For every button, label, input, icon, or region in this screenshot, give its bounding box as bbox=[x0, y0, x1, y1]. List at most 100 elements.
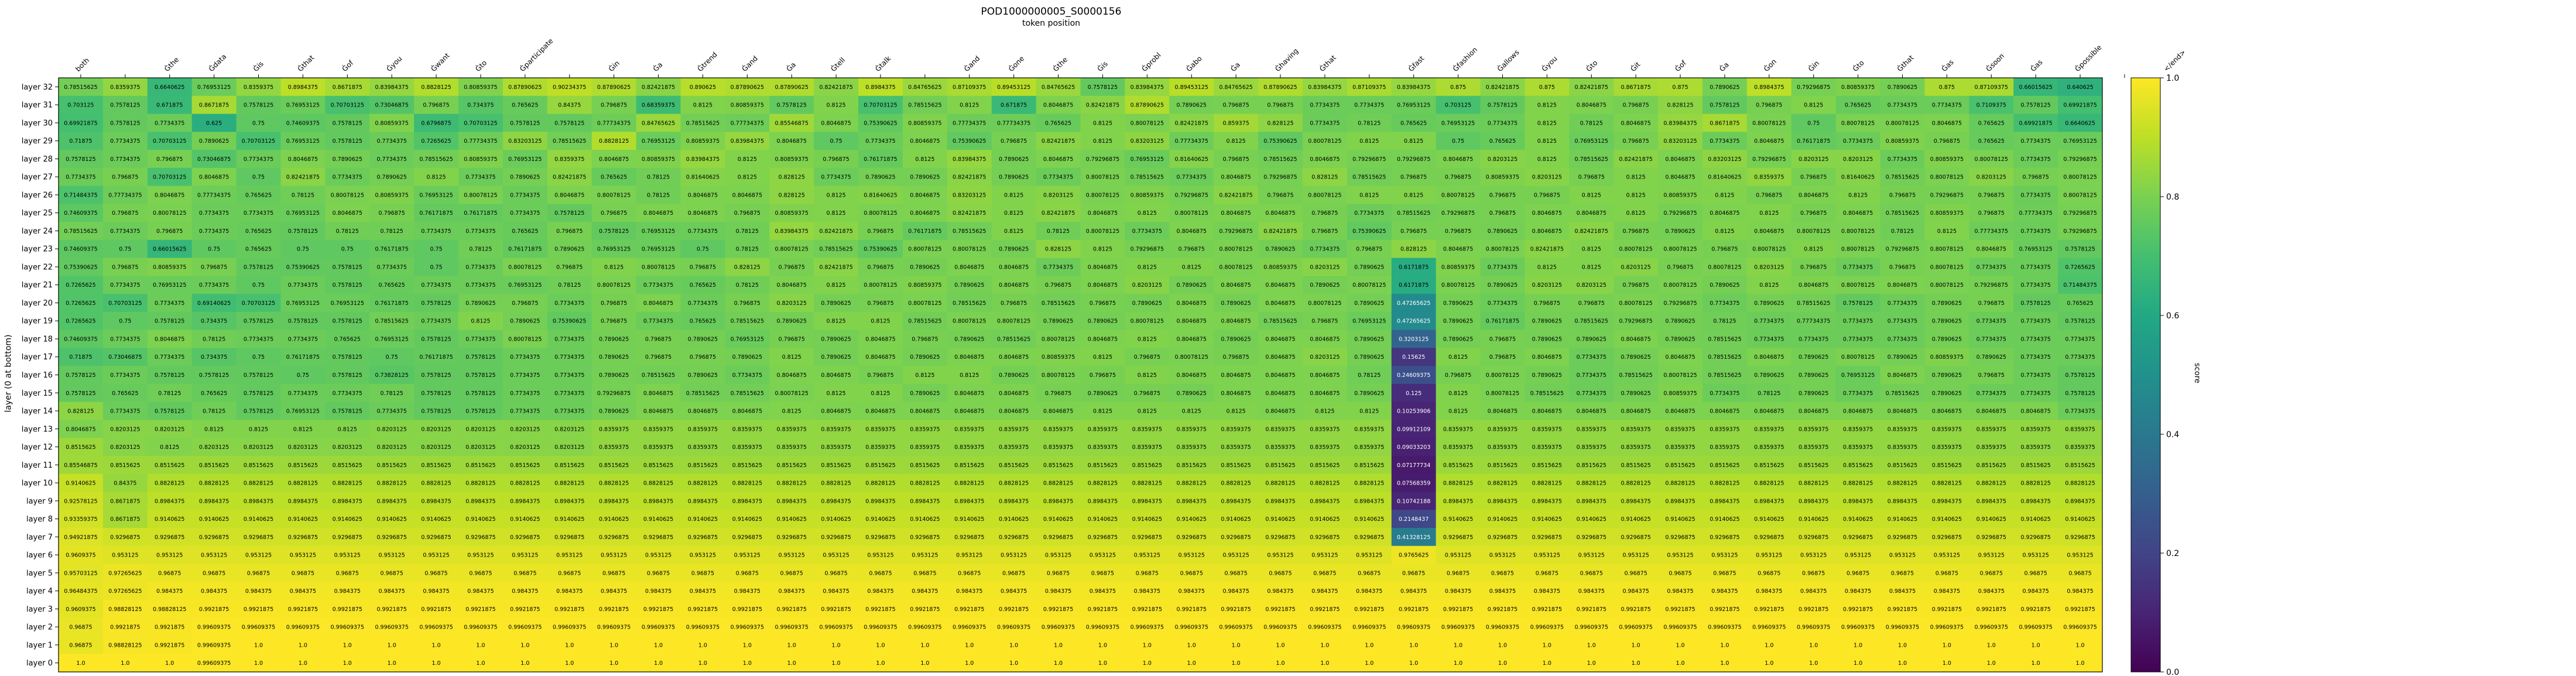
heatmap-cell bbox=[636, 150, 681, 169]
cell-value-label: 0.8984375 bbox=[1532, 498, 1562, 505]
cell-value-label: 0.9296875 bbox=[1843, 534, 1873, 541]
heatmap-cell bbox=[947, 114, 992, 132]
cell-value-label: 0.8046875 bbox=[865, 409, 895, 415]
heatmap-cell bbox=[1791, 294, 1837, 313]
cell-value-label: 0.82421875 bbox=[1175, 120, 1208, 126]
cell-value-label: 0.8984375 bbox=[732, 498, 762, 505]
cell-value-label: 0.6640625 bbox=[2065, 120, 2095, 126]
cell-value-label: 0.80078125 bbox=[1219, 246, 1252, 253]
heatmap-cell bbox=[591, 402, 637, 420]
heatmap-cell bbox=[1302, 222, 1348, 241]
cell-value-label: 0.8359375 bbox=[1710, 444, 1739, 451]
heatmap-cell bbox=[902, 258, 948, 276]
heatmap-cell bbox=[2058, 114, 2103, 132]
cell-value-label: 0.82421875 bbox=[819, 264, 852, 270]
cell-value-label: 0.9140625 bbox=[1843, 516, 1873, 523]
heatmap-cell bbox=[502, 383, 548, 403]
heatmap-cell bbox=[369, 276, 415, 294]
cell-value-label: 0.125 bbox=[1406, 390, 1421, 397]
cell-value-label: 0.80078125 bbox=[1042, 372, 1075, 379]
heatmap-cell bbox=[1258, 239, 1303, 259]
heatmap-cell bbox=[2013, 276, 2058, 294]
cell-value-label: 0.984375 bbox=[1756, 588, 1782, 595]
cell-value-label: 0.81640625 bbox=[1708, 174, 1741, 181]
cell-value-label: 0.796875 bbox=[201, 264, 227, 270]
cell-value-label: 0.734375 bbox=[201, 318, 227, 325]
cell-value-label: 0.75 bbox=[297, 372, 309, 379]
heatmap-cell bbox=[1302, 78, 1348, 97]
heatmap-cell bbox=[102, 167, 148, 187]
cell-value-label: 0.984375 bbox=[1134, 588, 1160, 595]
cell-value-label: 0.7578125 bbox=[66, 156, 95, 163]
cell-value-label: 0.953125 bbox=[1845, 553, 1871, 559]
cell-value-label: 0.99609375 bbox=[1663, 624, 1697, 631]
cell-value-label: 0.8125 bbox=[738, 174, 757, 181]
cell-value-label: 0.796875 bbox=[690, 354, 716, 361]
cell-value-label: 0.68359375 bbox=[642, 102, 675, 109]
cell-value-label: 0.96875 bbox=[1313, 570, 1336, 577]
heatmap-cell bbox=[502, 402, 548, 420]
cell-value-label: 1.0 bbox=[1187, 642, 1196, 648]
heatmap-cell bbox=[1125, 222, 1170, 241]
heatmap-cell bbox=[1880, 330, 1925, 348]
heatmap-cell bbox=[236, 239, 281, 259]
heatmap-cell bbox=[591, 186, 637, 204]
heatmap-cell bbox=[1169, 95, 1214, 115]
heatmap-cell bbox=[680, 78, 725, 97]
cell-value-label: 0.96875 bbox=[469, 570, 492, 577]
cell-value-label: 0.8828125 bbox=[688, 481, 718, 487]
cell-value-label: 0.8046875 bbox=[910, 210, 940, 217]
cell-value-label: 1.0 bbox=[2075, 660, 2084, 667]
cell-value-label: 0.80078125 bbox=[1663, 372, 1697, 379]
cell-value-label: 0.8125 bbox=[693, 102, 712, 109]
cell-value-label: 0.9296875 bbox=[688, 534, 718, 541]
cell-value-label: 0.9140625 bbox=[1310, 516, 1340, 523]
cell-value-label: 0.9140625 bbox=[2065, 516, 2095, 523]
cell-value-label: 0.80078125 bbox=[597, 282, 631, 289]
heatmap-cell bbox=[858, 150, 903, 169]
cell-value-label: 0.96875 bbox=[602, 570, 625, 577]
cell-value-label: 0.96875 bbox=[1136, 570, 1159, 577]
heatmap-cell bbox=[1880, 132, 1925, 150]
cell-value-label: 0.80859375 bbox=[775, 156, 808, 163]
cell-value-label: 0.796875 bbox=[1756, 192, 1782, 198]
cell-value-label: 0.8203125 bbox=[333, 444, 362, 451]
heatmap-cell bbox=[191, 348, 237, 366]
cell-value-label: 0.8984375 bbox=[2065, 498, 2095, 505]
cell-value-label: 0.7578125 bbox=[1843, 300, 1873, 307]
heatmap-cell bbox=[369, 294, 415, 313]
heatmap-cell bbox=[858, 114, 903, 132]
cell-value-label: 0.96875 bbox=[424, 570, 447, 577]
cell-value-label: 0.984375 bbox=[467, 588, 494, 595]
cell-value-label: 0.8359375 bbox=[1754, 426, 1784, 433]
cell-value-label: 0.7734375 bbox=[1799, 336, 1828, 342]
heatmap-cell bbox=[502, 276, 548, 294]
heatmap-cell bbox=[1569, 455, 1614, 475]
heatmap-cell bbox=[1302, 276, 1348, 294]
heatmap-cell bbox=[1391, 258, 1437, 276]
cell-value-label: 0.8046875 bbox=[1665, 174, 1695, 181]
heatmap-cell bbox=[1347, 311, 1392, 331]
cell-value-label: 0.984375 bbox=[779, 588, 805, 595]
cell-value-label: 0.765625 bbox=[1978, 138, 2005, 145]
cell-value-label: 0.9921875 bbox=[1665, 606, 1695, 613]
cell-value-label: 0.984375 bbox=[512, 588, 538, 595]
heatmap-cell bbox=[1214, 276, 1259, 294]
cell-value-label: 0.7734375 bbox=[155, 120, 184, 126]
cell-value-label: 0.99609375 bbox=[331, 624, 364, 631]
cell-value-label: 0.8984375 bbox=[1843, 498, 1873, 505]
cell-value-label: 0.9296875 bbox=[1354, 534, 1384, 541]
heatmap-cell bbox=[2058, 78, 2103, 97]
cell-value-label: 0.7578125 bbox=[110, 120, 140, 126]
cell-value-label: 0.8828125 bbox=[1132, 481, 1162, 487]
heatmap-cell bbox=[325, 204, 370, 222]
cell-value-label: 0.78515625 bbox=[731, 318, 764, 325]
cell-value-label: 0.796875 bbox=[1534, 300, 1560, 307]
cell-value-label: 0.8359375 bbox=[1843, 426, 1873, 433]
cell-value-label: 0.78515625 bbox=[1886, 174, 1919, 181]
heatmap-cell bbox=[147, 276, 193, 294]
cell-value-label: 0.99609375 bbox=[686, 624, 720, 631]
cell-value-label: 0.79296875 bbox=[1086, 156, 1119, 163]
cell-value-label: 0.8828125 bbox=[155, 481, 184, 487]
cell-value-label: 0.8984375 bbox=[1932, 498, 1962, 505]
